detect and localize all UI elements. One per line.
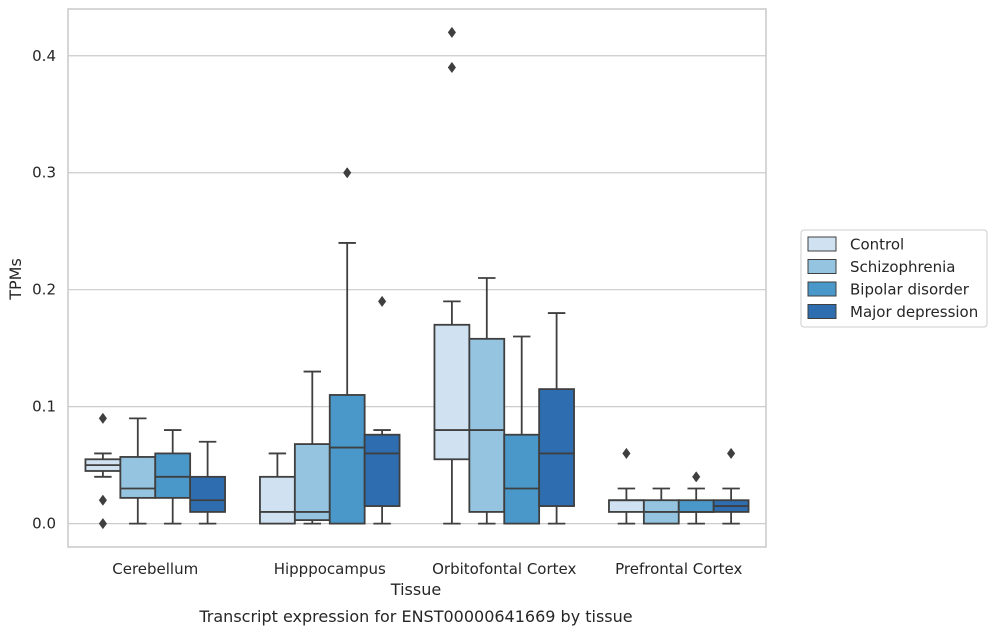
outlier-point	[343, 167, 352, 179]
legend-label: Control	[850, 236, 904, 254]
x-tick-label: Orbitofontal Cortex	[432, 560, 576, 578]
box-iqr	[503, 433, 541, 525]
y-tick-label: 0.1	[32, 398, 56, 416]
box-iqr	[538, 388, 575, 507]
outlier-point	[98, 517, 108, 530]
legend-label: Schizophrenia	[850, 258, 955, 276]
box-schizophrenia	[468, 277, 506, 525]
box-schizophrenia	[642, 487, 680, 525]
legend-frame	[800, 229, 988, 328]
box-control	[259, 452, 296, 525]
box-iqr	[468, 337, 506, 513]
x-tick-label: Cerebellum	[112, 560, 198, 578]
y-tick-label: 0.2	[32, 281, 56, 299]
outlier-point	[622, 447, 631, 460]
box-major-depression	[363, 295, 401, 525]
y-tick-labels: 0.0 0.1 0.2 0.3 0.4	[32, 47, 56, 533]
legend-label: Bipolar disorder	[850, 281, 970, 299]
outlier-point	[726, 447, 736, 460]
y-axis-label: TPMs	[6, 258, 25, 301]
legend-swatch	[807, 259, 837, 274]
box-iqr	[363, 433, 401, 507]
box-iqr	[328, 394, 366, 525]
x-tick-labels: Cerebellum Hipppocampus Orbitofontal Corte…	[112, 560, 742, 578]
box-iqr	[119, 456, 157, 499]
box-bipolar-disorder	[328, 167, 366, 525]
y-tick-label: 0.4	[32, 47, 56, 65]
box-major-depression	[189, 440, 226, 525]
x-tick-label: Hipppocampus	[274, 560, 386, 578]
outlier-point	[98, 494, 108, 506]
box-iqr	[154, 452, 192, 499]
x-tick-label: Prefrontal Cortex	[615, 560, 742, 578]
figure-caption: Transcript expression for ENST0000064166…	[198, 607, 632, 626]
outlier-point	[447, 61, 457, 74]
box-major-depression	[712, 447, 750, 525]
outlier-point	[447, 26, 457, 39]
legend-label: Major depression	[850, 303, 978, 321]
box-iqr	[293, 443, 331, 521]
boxplot-marks	[84, 26, 750, 530]
box-control	[433, 26, 471, 525]
legend-swatch	[807, 281, 837, 297]
box-bipolar-disorder	[503, 335, 541, 525]
y-tick-label: 0.3	[32, 164, 56, 182]
outlier-point	[377, 295, 387, 308]
box-iqr	[608, 499, 645, 513]
box-control	[608, 447, 645, 525]
outlier-point	[692, 471, 701, 483]
box-schizophrenia	[293, 370, 331, 525]
plot-area-frame	[67, 8, 767, 548]
legend-swatch	[807, 236, 837, 252]
box-iqr	[189, 475, 226, 513]
box-bipolar-disorder	[154, 429, 192, 525]
outlier-point	[98, 412, 108, 424]
box-iqr	[259, 475, 296, 525]
legend: Control Schizophrenia Bipolar disorder Majo…	[800, 229, 988, 328]
box-bipolar-disorder	[677, 471, 715, 525]
box-schizophrenia	[119, 417, 157, 525]
box-iqr	[433, 323, 471, 461]
x-axis-label: Tissue	[390, 580, 441, 599]
box-iqr	[677, 499, 715, 513]
y-tick-label: 0.0	[32, 515, 56, 533]
box-control	[84, 412, 122, 530]
legend-swatch	[807, 304, 837, 319]
box-major-depression	[538, 312, 575, 525]
